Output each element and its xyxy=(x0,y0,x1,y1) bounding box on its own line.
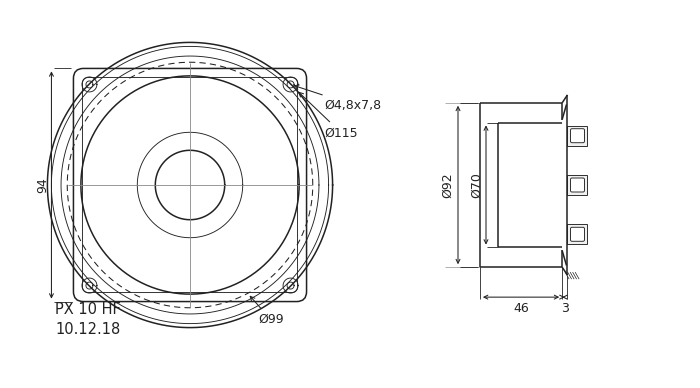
Text: Ø99: Ø99 xyxy=(250,296,284,326)
Text: 3: 3 xyxy=(561,301,569,315)
Bar xyxy=(568,175,587,195)
FancyBboxPatch shape xyxy=(570,178,584,192)
Text: Ø4,8x7,8: Ø4,8x7,8 xyxy=(294,85,382,111)
FancyBboxPatch shape xyxy=(570,129,584,143)
FancyBboxPatch shape xyxy=(83,78,298,293)
FancyBboxPatch shape xyxy=(570,227,584,241)
Text: Ø92: Ø92 xyxy=(442,172,454,198)
Text: PX 10 HF: PX 10 HF xyxy=(55,303,120,317)
Bar xyxy=(568,126,587,146)
Text: 94: 94 xyxy=(36,177,49,193)
Text: Ø70: Ø70 xyxy=(470,172,484,198)
Bar xyxy=(568,224,587,244)
Text: 10.12.18: 10.12.18 xyxy=(55,322,120,338)
Text: 46: 46 xyxy=(513,301,529,315)
FancyBboxPatch shape xyxy=(74,68,307,301)
Text: Ø115: Ø115 xyxy=(299,92,358,140)
